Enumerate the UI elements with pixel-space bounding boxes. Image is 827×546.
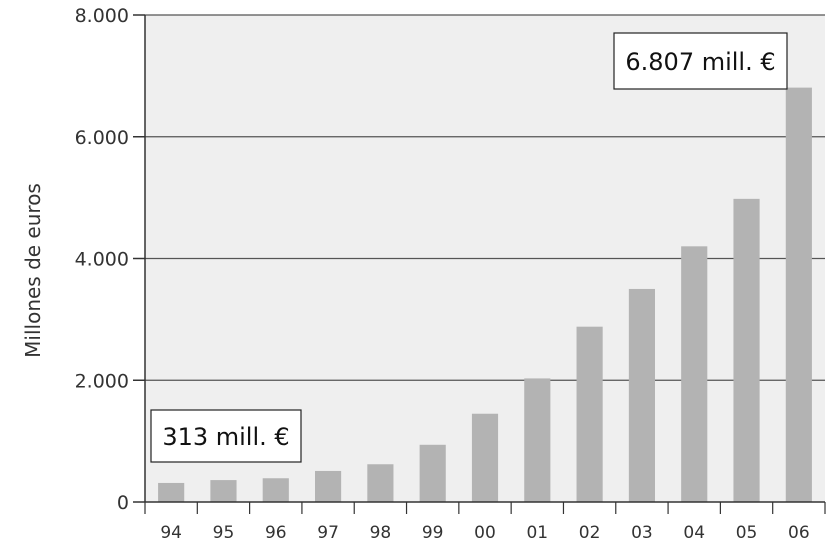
x-tick-label: 06 bbox=[788, 523, 810, 543]
x-tick-label: 95 bbox=[213, 523, 235, 543]
bar-98 bbox=[367, 464, 394, 502]
x-tick-label: 05 bbox=[736, 523, 758, 543]
x-tick-label: 04 bbox=[683, 523, 705, 543]
bar-97 bbox=[315, 470, 342, 502]
x-tick-label: 99 bbox=[422, 523, 444, 543]
annotation-frame bbox=[150, 409, 302, 463]
annotation-frame bbox=[613, 32, 788, 90]
y-tick-label: 8.000 bbox=[75, 5, 129, 27]
y-tick-label: 2.000 bbox=[75, 370, 129, 392]
bar-01 bbox=[524, 378, 551, 502]
x-tick-label: 96 bbox=[265, 523, 287, 543]
y-tick-labels: 0 2.000 4.000 6.000 8.000 bbox=[75, 5, 129, 514]
axes bbox=[133, 14, 826, 514]
x-tick-label: 97 bbox=[317, 523, 339, 543]
bar-96 bbox=[262, 478, 289, 502]
bar-00 bbox=[471, 413, 499, 502]
x-tick-label: 02 bbox=[579, 523, 601, 543]
x-tick-label: 94 bbox=[160, 523, 182, 543]
annotations: 313 mill. € 6.807 mill. € bbox=[150, 32, 788, 463]
x-tick-labels: 94 95 96 97 98 99 00 01 02 03 04 05 06 bbox=[160, 523, 809, 543]
bar-02 bbox=[576, 326, 603, 502]
bar-94 bbox=[158, 482, 185, 502]
y-tick-label: 0 bbox=[117, 492, 129, 514]
y-tick-label: 4.000 bbox=[75, 249, 129, 271]
bar-06 bbox=[785, 87, 812, 503]
x-tick-label: 00 bbox=[474, 523, 496, 543]
annotation-box: 6.807 mill. € bbox=[613, 32, 788, 90]
annotation-text: 6.807 mill. € bbox=[625, 48, 775, 76]
bar-04 bbox=[681, 246, 708, 502]
bars bbox=[158, 87, 812, 503]
y-tick-label: 6.000 bbox=[75, 127, 129, 149]
bar-95 bbox=[210, 480, 237, 502]
annotation-box: 313 mill. € bbox=[150, 409, 302, 463]
y-axis-label: Millones de euros bbox=[21, 183, 45, 358]
x-tick-label: 03 bbox=[631, 523, 653, 543]
annotation-text: 313 mill. € bbox=[162, 423, 289, 451]
gridlines bbox=[145, 14, 825, 381]
x-tick-label: 98 bbox=[370, 523, 392, 543]
bar-05 bbox=[733, 198, 760, 502]
bar-99 bbox=[419, 444, 446, 502]
bar-03 bbox=[628, 288, 655, 502]
x-tick-label: 01 bbox=[526, 523, 548, 543]
